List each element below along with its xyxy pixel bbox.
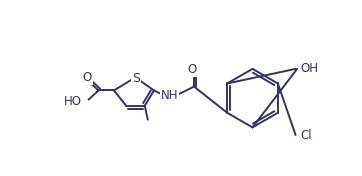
- Text: O: O: [188, 63, 197, 76]
- Text: O: O: [82, 71, 92, 84]
- Text: Cl: Cl: [300, 129, 312, 142]
- Text: S: S: [132, 72, 140, 85]
- Text: HO: HO: [64, 95, 82, 108]
- Text: OH: OH: [300, 62, 318, 75]
- Text: NH: NH: [161, 89, 178, 102]
- Text: OH: OH: [300, 62, 318, 75]
